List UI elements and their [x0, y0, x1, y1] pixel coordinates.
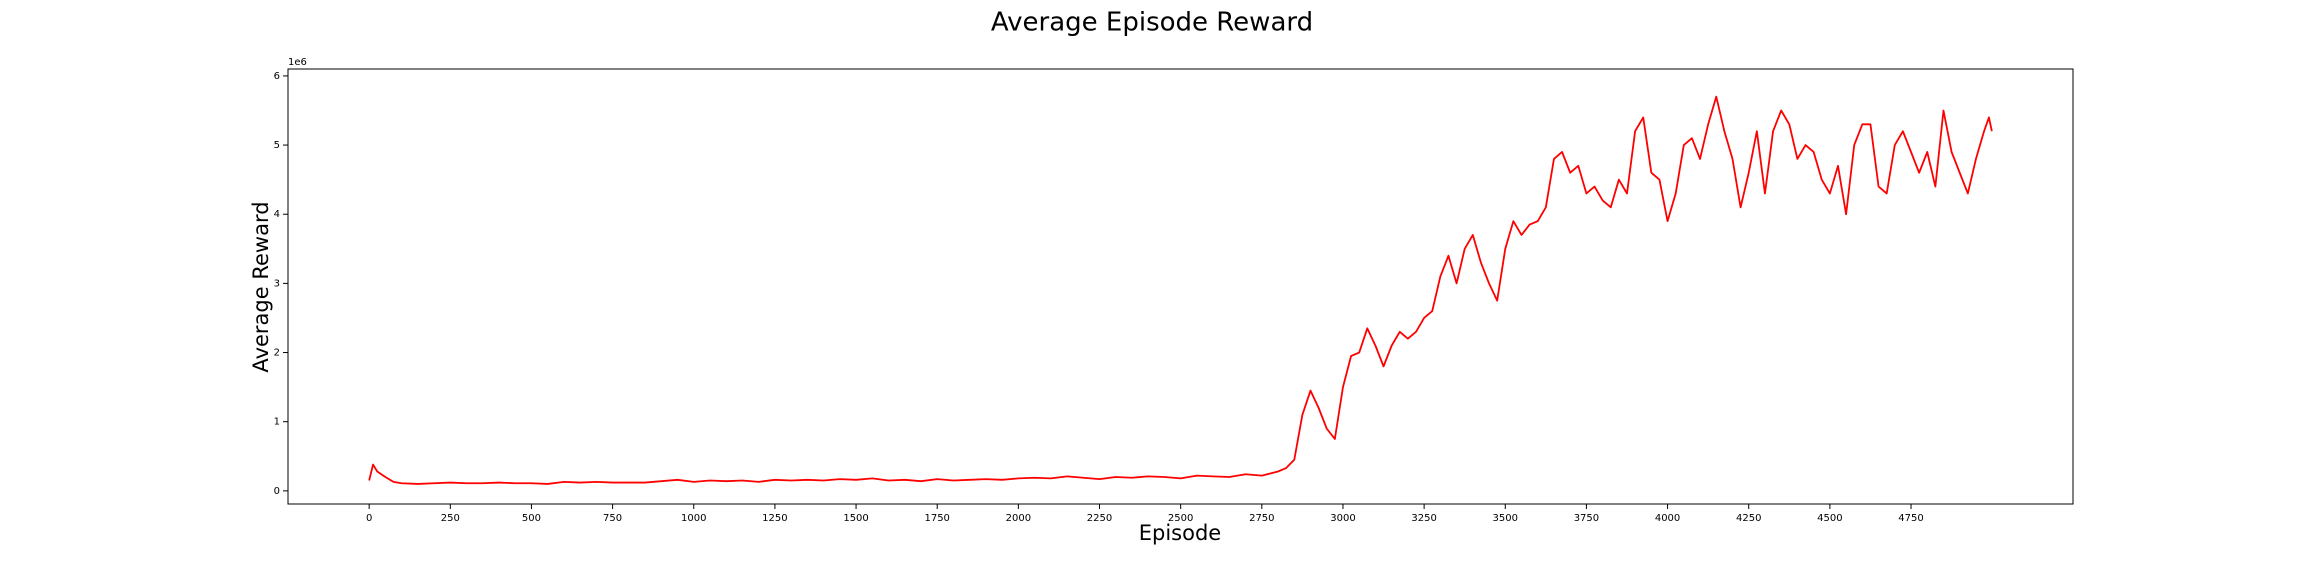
plot-frame [287, 68, 2074, 505]
y-tick-label: 6 [274, 71, 280, 82]
x-tick-label: 4750 [1898, 513, 1923, 524]
data-line [368, 95, 1993, 485]
x-tick-label: 750 [603, 513, 622, 524]
y-axis-label: Average Reward [249, 201, 273, 372]
x-tick-label: 0 [366, 513, 372, 524]
x-tick-label: 3750 [1574, 513, 1599, 524]
y-tick-label: 1 [274, 417, 280, 428]
y-tick-label: 4 [274, 209, 280, 220]
x-axis-label: Episode [1139, 521, 1221, 545]
x-tick-label: 1750 [924, 513, 949, 524]
chart-title: Average Episode Reward [991, 8, 1313, 38]
x-tick-label: 500 [522, 513, 541, 524]
y-tick-label: 0 [274, 486, 280, 497]
x-tick-label: 4000 [1655, 513, 1680, 524]
x-tick-label: 2250 [1087, 513, 1112, 524]
y-tick-label: 5 [274, 140, 280, 151]
x-tick-label: 3500 [1493, 513, 1518, 524]
x-tick-label: 2000 [1006, 513, 1031, 524]
x-tick-label: 250 [441, 513, 460, 524]
x-tick-label: 1500 [843, 513, 868, 524]
x-tick-label: 1000 [681, 513, 706, 524]
x-tick-label: 4250 [1736, 513, 1761, 524]
y-offset-label: 1e6 [288, 57, 307, 68]
x-tick-label: 1250 [762, 513, 787, 524]
x-tick-label: 2500 [1168, 513, 1193, 524]
x-tick-label: 2750 [1249, 513, 1274, 524]
x-tick-label: 4500 [1817, 513, 1842, 524]
x-tick-label: 3000 [1330, 513, 1355, 524]
y-tick-label: 2 [274, 348, 280, 359]
y-tick-label: 3 [274, 278, 280, 289]
x-tick-label: 3250 [1411, 513, 1436, 524]
